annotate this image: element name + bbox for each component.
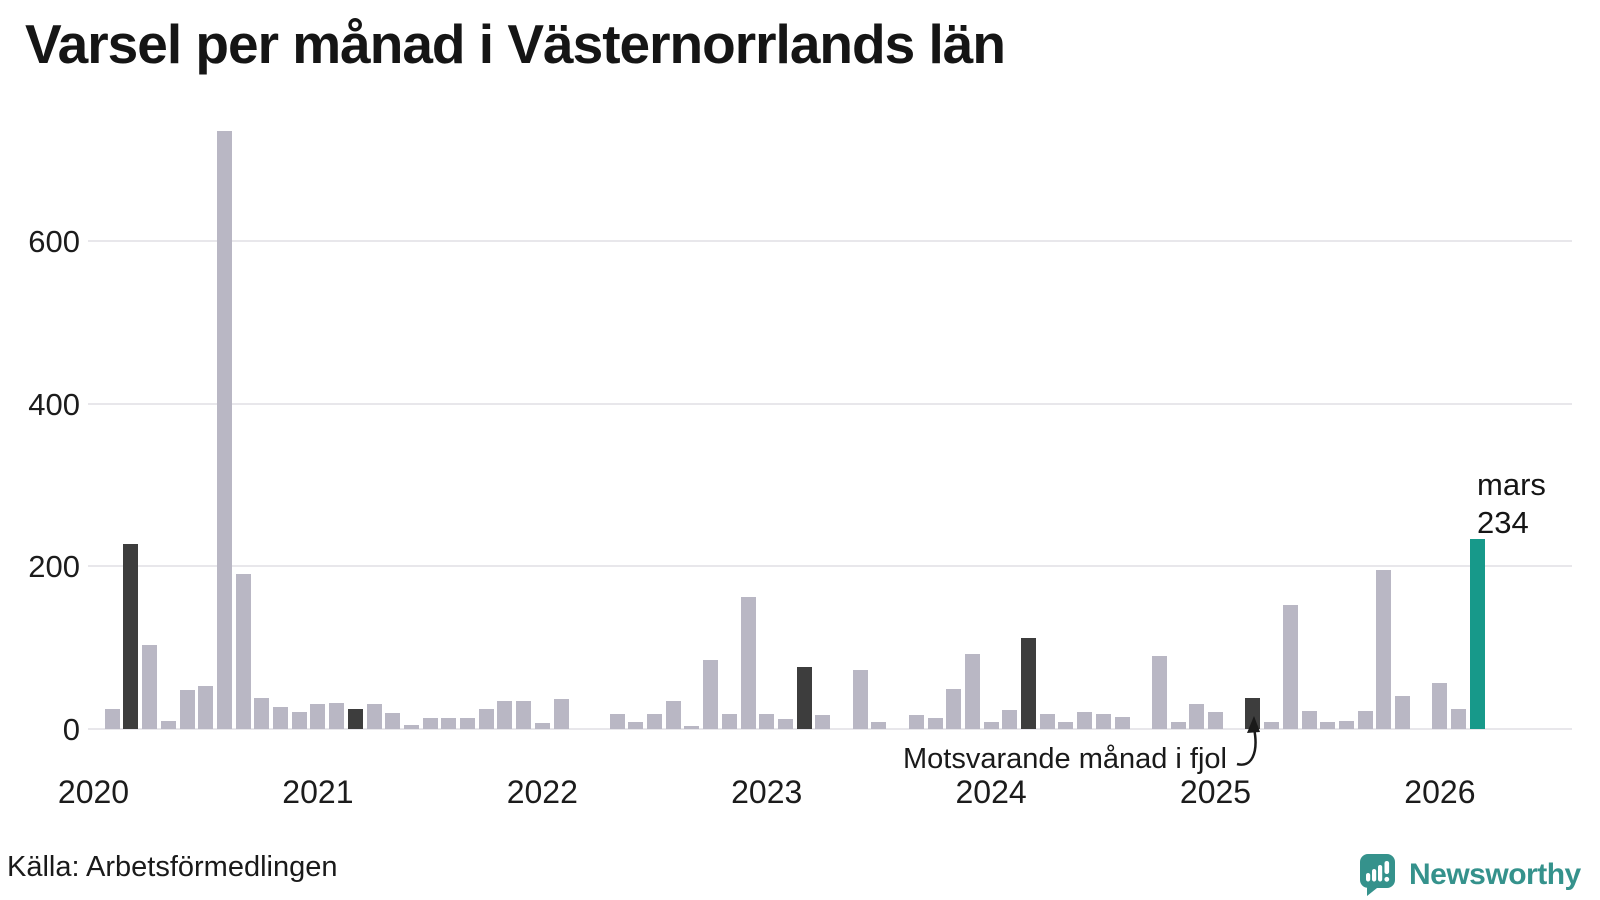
bar-2021-12 — [516, 701, 532, 729]
bar-2024-10 — [1151, 655, 1167, 729]
bar-2024-03 — [1021, 637, 1036, 729]
bar-2020-07 — [198, 685, 214, 729]
chart-title: Varsel per månad i Västernorrlands län — [25, 13, 1006, 75]
brand-lockup: Newsworthy — [1360, 854, 1581, 896]
bar-2022-09 — [684, 725, 700, 729]
bar-2020-12 — [291, 711, 307, 729]
bar-2022-05 — [609, 714, 625, 729]
x-tick-label-2022: 2022 — [506, 774, 578, 810]
bar-2024-01 — [983, 722, 999, 729]
bar-2021-02 — [329, 702, 345, 729]
bar-2025-09 — [1357, 711, 1373, 729]
y-tick-label: 400 — [28, 386, 80, 422]
bar-2023-09 — [908, 715, 924, 729]
bar-2020-09 — [235, 574, 251, 729]
y-tick-label: 600 — [28, 223, 80, 259]
bar-2024-04 — [1039, 714, 1055, 729]
bar-2021-10 — [478, 709, 494, 729]
bar-2021-06 — [403, 724, 419, 729]
bar-2023-07 — [871, 722, 887, 729]
current-bar-value: 234 — [1477, 505, 1529, 540]
bar-2020-04 — [142, 645, 158, 729]
bar-2025-08 — [1338, 720, 1354, 729]
bar-2022-12 — [740, 597, 756, 729]
x-tick-label-2020: 2020 — [57, 774, 130, 810]
source-note: Källa: Arbetsförmedlingen — [7, 851, 338, 883]
bar-2026-01 — [1432, 683, 1448, 729]
current-bar-label: mars 234 — [1477, 466, 1546, 542]
x-tick-label-2023: 2023 — [731, 774, 803, 810]
bar-2020-02 — [104, 708, 120, 729]
highlight-annotation: Motsvarande månad i fjol — [903, 743, 1227, 775]
bar-2021-09 — [460, 718, 475, 729]
x-tick-label-2026: 2026 — [1404, 774, 1476, 810]
bar-2023-06 — [852, 669, 868, 729]
bar-2021-03 — [347, 708, 363, 729]
bar-2023-03 — [796, 667, 812, 729]
bar-2022-07 — [647, 713, 662, 729]
bar-2023-10 — [927, 718, 943, 729]
bar-2021-04 — [366, 703, 382, 729]
bar-2022-01 — [534, 723, 550, 729]
bar-2020-03 — [123, 543, 139, 729]
bar-2023-12 — [964, 654, 980, 729]
bar-2021-07 — [422, 717, 438, 729]
bar-2025-10 — [1376, 570, 1392, 729]
x-tick-label-2024: 2024 — [955, 774, 1027, 810]
bar-2024-06 — [1077, 711, 1093, 729]
bar-2021-11 — [497, 701, 513, 729]
bar-2024-05 — [1058, 722, 1074, 729]
bar-2023-11 — [946, 689, 962, 729]
bar-2024-12 — [1189, 703, 1205, 729]
bar-2023-02 — [777, 719, 793, 729]
bar-2020-10 — [254, 698, 270, 729]
newsworthy-logo-text: Newsworthy — [1409, 858, 1581, 891]
bar-2021-08 — [441, 718, 457, 729]
annotation-arrow — [1236, 716, 1260, 766]
bar-2026-03 — [1469, 538, 1485, 729]
bar-2020-11 — [273, 707, 288, 729]
bar-2024-02 — [1002, 710, 1018, 729]
bar-2023-04 — [815, 715, 831, 729]
current-bar-month: mars — [1477, 467, 1546, 502]
gridline-y-600 — [88, 239, 1572, 242]
bar-2022-02 — [553, 698, 569, 729]
newsworthy-logo-icon — [1360, 854, 1395, 896]
y-tick-label: 0 — [62, 712, 80, 747]
bar-2025-01 — [1208, 711, 1223, 729]
bar-2025-07 — [1320, 722, 1336, 729]
bar-2021-05 — [385, 712, 401, 729]
bar-2020-06 — [179, 689, 195, 729]
bar-2024-08 — [1114, 716, 1130, 729]
bar-2025-05 — [1282, 605, 1298, 729]
bar-2024-11 — [1170, 722, 1186, 729]
bar-2022-11 — [721, 713, 737, 729]
bar-2020-08 — [216, 131, 232, 729]
bar-2026-02 — [1451, 709, 1467, 729]
bar-2025-03 — [1245, 698, 1261, 729]
bar-2025-04 — [1264, 722, 1280, 729]
bar-2025-06 — [1301, 711, 1317, 729]
y-tick-label: 200 — [28, 549, 80, 585]
bar-2022-08 — [665, 700, 681, 729]
bar-2021-01 — [310, 703, 326, 729]
bar-2022-10 — [703, 659, 719, 729]
bar-2022-06 — [628, 722, 644, 729]
gridline-y-200 — [88, 565, 1572, 568]
gridline-y-0 — [88, 728, 1572, 730]
bar-2023-01 — [759, 713, 775, 729]
bar-2020-05 — [160, 720, 176, 729]
x-tick-label-2021: 2021 — [282, 774, 354, 810]
gridline-y-400 — [88, 402, 1572, 405]
bar-2024-07 — [1095, 713, 1111, 729]
bar-2025-11 — [1395, 696, 1410, 729]
x-tick-label-2025: 2025 — [1179, 774, 1252, 810]
